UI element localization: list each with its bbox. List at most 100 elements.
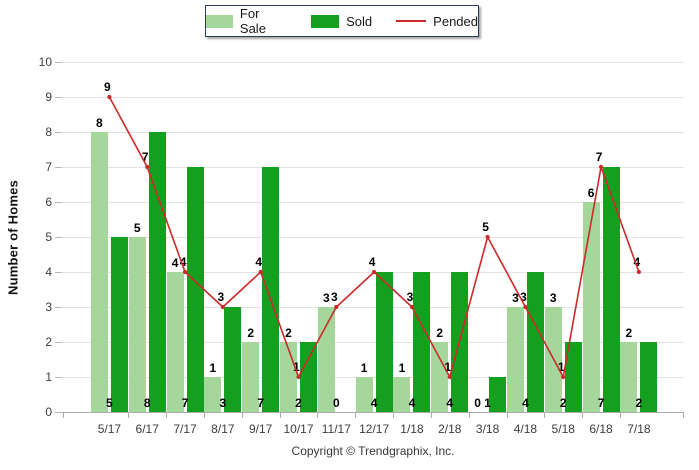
y-axis-tick-label: 10 [38,55,52,69]
legend-label-for-sale: For Sale [239,6,266,36]
for-sale-data-label: 1 [360,361,368,375]
sold-data-label: 3 [219,396,227,410]
y-axis-tick [55,96,62,98]
chart-legend: For Sale Sold Pended [205,5,479,37]
sold-bar [300,342,317,412]
sold-data-label: 4 [522,396,529,410]
for-sale-data-label: 2 [436,326,444,340]
for-sale-data-label: 8 [96,116,103,130]
sold-bar [413,272,431,412]
for-sale-data-label: 3 [322,291,330,305]
copyright-text: Copyright © Trendgraphix, Inc. [291,444,455,458]
y-axis-tick-label: 7 [45,160,52,174]
for-sale-bar [90,132,108,412]
for-sale-data-label: 0 [474,396,481,410]
for-sale-data-label: 1 [209,361,217,375]
sold-data-label: 4 [370,396,378,410]
sold-bar [186,167,204,412]
for-sale-data-label: 3 [512,291,519,305]
x-axis-label: 1/18 [400,422,424,436]
for-sale-bar [393,377,411,412]
sold-data-label: 7 [257,396,265,410]
pended-data-label: 9 [104,80,111,94]
x-axis-tick [203,413,205,418]
y-axis-tick-label: 6 [45,195,52,209]
y-axis-tick [55,376,62,378]
x-axis-tick [166,413,168,418]
x-axis-tick [544,413,546,418]
y-axis-tick-label: 1 [45,370,52,384]
x-axis-label: 10/17 [283,422,314,436]
pended-data-label: 7 [595,150,603,164]
y-axis-tick [55,201,62,203]
gridline [62,96,684,98]
pended-data-label: 4 [255,255,263,269]
sold-data-label: 1 [484,396,491,410]
for-sale-swatch-icon [206,14,233,28]
for-sale-bar [582,202,600,412]
x-axis-tick [430,413,432,418]
pended-data-label: 3 [520,290,527,304]
pended-data-label: 3 [217,290,225,304]
x-axis-label: 5/18 [551,422,575,436]
y-axis-tick [55,271,62,273]
y-axis-tick [55,341,62,343]
legend-item-sold: Sold [311,14,372,29]
x-axis-tick [683,413,684,418]
pended-data-label: 4 [368,255,376,269]
y-axis-title: Number of Homes [5,180,21,295]
sold-data-label: 2 [295,396,302,410]
sold-bar [640,342,658,412]
for-sale-data-label: 2 [285,326,292,340]
sold-data-label: 2 [559,396,567,410]
x-axis-label: 5/17 [97,422,122,436]
x-axis-tick [393,413,395,418]
sold-data-label: 5 [106,396,113,410]
x-axis-tick [279,413,281,418]
sold-data-label: 2 [635,396,643,410]
x-axis-label: 11/17 [321,422,351,436]
sold-bar [526,272,544,412]
y-axis-tick [55,306,62,308]
x-axis-label: 3/18 [475,422,500,436]
for-sale-data-label: 1 [398,361,406,375]
legend-item-for-sale: For Sale [206,6,287,36]
for-sale-bar [355,377,373,412]
for-sale-bar [204,377,222,412]
y-axis-tick-label: 4 [45,265,52,279]
x-axis-label: 8/17 [211,422,235,436]
sold-bar [602,167,620,412]
x-axis-tick [619,413,621,418]
sold-data-label: 7 [181,396,189,410]
sold-bar [451,272,469,412]
y-axis-tick [55,61,62,63]
y-axis-tick [55,166,62,168]
for-sale-data-label: 4 [171,256,179,270]
gridline [62,61,684,63]
x-axis-label: 7/18 [627,422,651,436]
y-axis-tick-label: 9 [45,90,52,104]
x-axis-label: 6/17 [135,422,159,436]
y-axis-tick-label: 0 [45,405,52,419]
x-axis-label: 2/18 [438,422,462,436]
y-axis-tick [55,411,62,413]
y-axis-tick [55,236,62,238]
sold-bar [262,167,280,412]
x-axis-label: 9/17 [248,422,273,436]
pended-data-label: 3 [406,290,414,304]
for-sale-data-label: 6 [587,186,595,200]
x-axis-label: 7/17 [173,422,197,436]
x-axis-tick [128,413,130,418]
pended-data-label: 1 [444,360,452,374]
for-sale-data-label: 2 [625,326,633,340]
for-sale-bar [128,237,146,412]
y-axis-tick-label: 5 [45,230,52,244]
for-sale-bar [166,272,184,412]
pended-data-label: 1 [557,360,565,374]
sold-data-label: 8 [143,396,151,410]
gridline [62,411,684,413]
y-axis-tick-label: 8 [45,125,52,139]
for-sale-data-label: 2 [247,326,255,340]
pended-line-swatch-icon [396,20,427,22]
